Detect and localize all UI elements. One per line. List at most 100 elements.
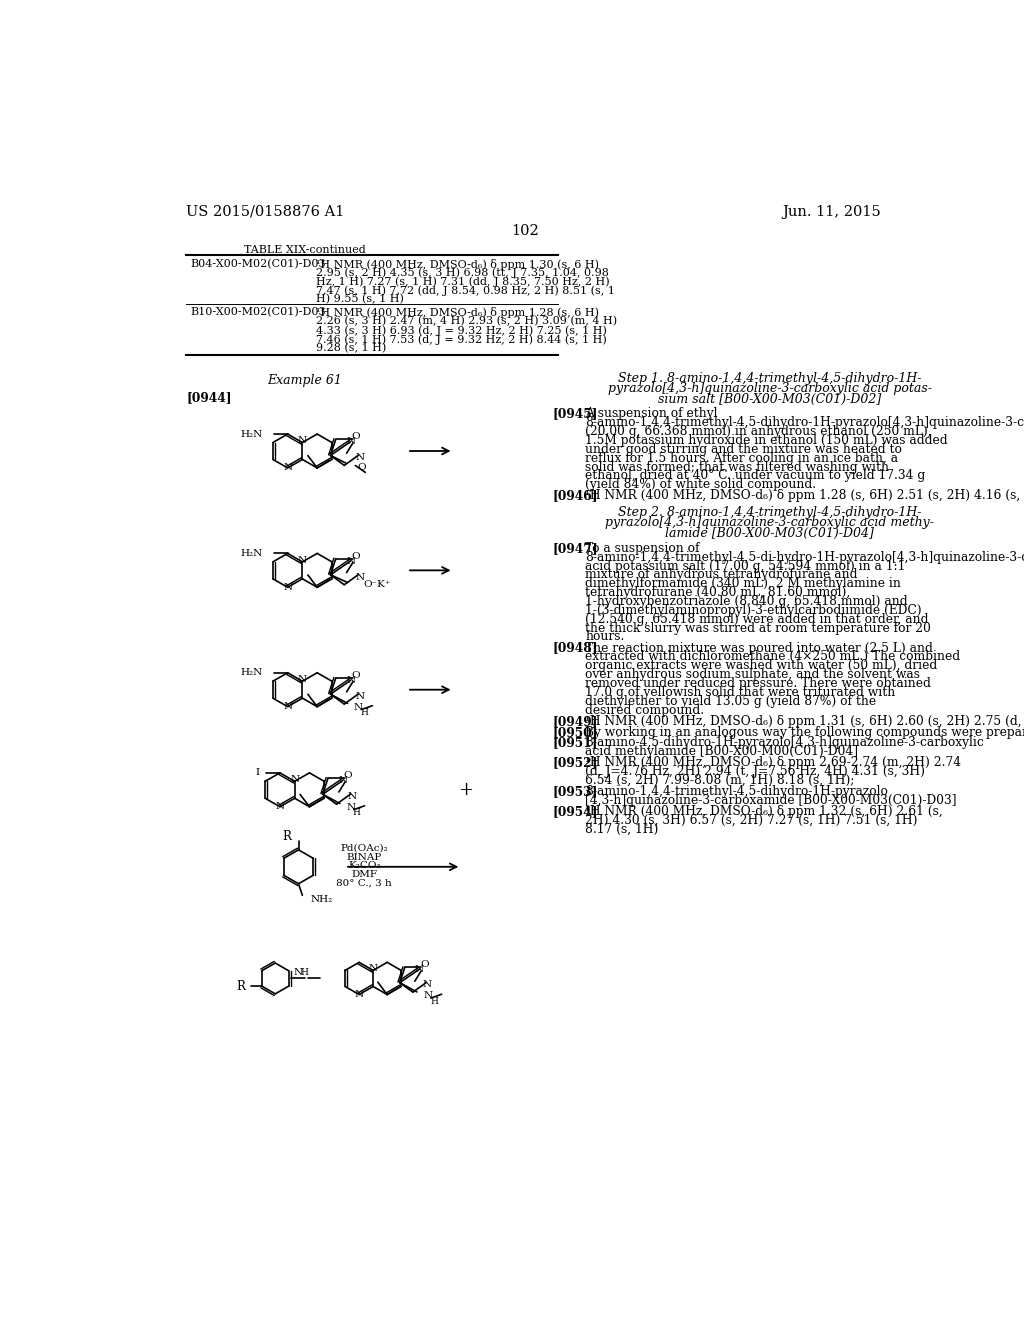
Text: (d, J=4.76 Hz, 2H) 2.94 (t, J=7.56 Hz, 4H) 4.31 (s, 3H): (d, J=4.76 Hz, 2H) 2.94 (t, J=7.56 Hz, 4… xyxy=(586,766,926,779)
Text: 4.33 (s, 3 H) 6.93 (d, J = 9.32 Hz, 2 H) 7.25 (s, 1 H): 4.33 (s, 3 H) 6.93 (d, J = 9.32 Hz, 2 H)… xyxy=(315,325,606,335)
Text: diethylether to yield 13.05 g (yield 87%) of the: diethylether to yield 13.05 g (yield 87%… xyxy=(586,694,877,708)
Text: 8-amino-1,4,4-trimethyl-4,5-dihydro-1H-pyrazolo[4,3-h]quinazoline-3-carboxylate: 8-amino-1,4,4-trimethyl-4,5-dihydro-1H-p… xyxy=(586,416,1024,429)
Text: mixture of anhydrous tetrahydrofurane and: mixture of anhydrous tetrahydrofurane an… xyxy=(586,569,858,581)
Text: N: N xyxy=(423,981,432,990)
Text: ¹H NMR (400 MHz, DMSO-d₆) δ ppm 1.31 (s, 6H) 2.60 (s, 2H) 2.75 (d, J=4.76 Hz, 3H: ¹H NMR (400 MHz, DMSO-d₆) δ ppm 1.31 (s,… xyxy=(586,714,1024,727)
Text: under good stirring and the mixture was heated to: under good stirring and the mixture was … xyxy=(586,444,902,455)
Text: ethanol, dried at 40° C. under vacuum to yield 17.34 g: ethanol, dried at 40° C. under vacuum to… xyxy=(586,470,926,483)
Text: N: N xyxy=(298,676,307,684)
Text: lamide [B00-X00-M03(C01)-D04]: lamide [B00-X00-M03(C01)-D04] xyxy=(666,527,874,540)
Text: (12.540 g, 65.418 mmol) were added in that order, and: (12.540 g, 65.418 mmol) were added in th… xyxy=(586,612,929,626)
Text: 8-amino-1,4,4-trimethyl-4,5-dihydro-1H-pyrazolo: 8-amino-1,4,4-trimethyl-4,5-dihydro-1H-p… xyxy=(586,785,888,799)
Text: [0944]: [0944] xyxy=(186,391,231,404)
Text: N: N xyxy=(354,702,362,711)
Text: N: N xyxy=(275,803,285,812)
Text: BINAP: BINAP xyxy=(347,853,382,862)
Text: Hz, 1 H) 7.27 (s, 1 H) 7.31 (dd, J 8.35, 7.50 Hz, 2 H): Hz, 1 H) 7.27 (s, 1 H) 7.31 (dd, J 8.35,… xyxy=(315,276,609,286)
Text: Step 2. 8-amino-1,4,4-trimethyl-4,5-dihydro-1H-: Step 2. 8-amino-1,4,4-trimethyl-4,5-dihy… xyxy=(617,506,922,519)
Text: N: N xyxy=(347,676,355,685)
Text: I: I xyxy=(256,768,260,777)
Text: 80° C., 3 h: 80° C., 3 h xyxy=(337,879,392,888)
Text: Pd(OAc)₂: Pd(OAc)₂ xyxy=(341,843,388,853)
Text: Example 61: Example 61 xyxy=(267,374,342,387)
Text: [0954]: [0954] xyxy=(553,805,598,818)
Text: ¹H NMR (400 MHz, DMSO-d₆) δ ppm 1.28 (s, 6H) 2.51 (s, 2H) 4.16 (s, 3H) 6.37 (s, : ¹H NMR (400 MHz, DMSO-d₆) δ ppm 1.28 (s,… xyxy=(586,490,1024,503)
Text: removed under reduced pressure. There were obtained: removed under reduced pressure. There we… xyxy=(586,677,931,690)
Text: R: R xyxy=(282,829,291,842)
Text: N: N xyxy=(298,437,307,445)
Text: N: N xyxy=(355,453,365,462)
Text: acid methylamide [B00-X00-M00(C01)-D04]: acid methylamide [B00-X00-M00(C01)-D04] xyxy=(586,744,858,758)
Text: desired compound.: desired compound. xyxy=(586,704,705,717)
Text: [0953]: [0953] xyxy=(553,785,598,799)
Text: H) 9.55 (s, 1 H): H) 9.55 (s, 1 H) xyxy=(315,294,403,305)
Text: 8-amino-1,4,4-trimethyl-4,5-di-hydro-1H-pyrazolo[4,3-h]quinazoline-3-carboxylic: 8-amino-1,4,4-trimethyl-4,5-di-hydro-1H-… xyxy=(586,550,1024,564)
Text: N: N xyxy=(347,437,355,446)
Text: acid potassium salt (17.00 g, 54.594 mmol) in a 1:1: acid potassium salt (17.00 g, 54.594 mmo… xyxy=(586,560,905,573)
Text: N: N xyxy=(283,583,292,591)
Text: The reaction mixture was poured into water (2.5 L) and: The reaction mixture was poured into wat… xyxy=(586,642,933,655)
Text: tetrahydrofurane (40.80 mL, 81.60 mmol),: tetrahydrofurane (40.80 mL, 81.60 mmol), xyxy=(586,586,851,599)
Text: N: N xyxy=(298,556,307,565)
Text: N: N xyxy=(346,803,355,812)
Text: pyrazolo[4,3-h]quinazoline-3-carboxylic acid methy-: pyrazolo[4,3-h]quinazoline-3-carboxylic … xyxy=(605,516,934,529)
Text: [0950]: [0950] xyxy=(553,726,598,739)
Text: [0949]: [0949] xyxy=(553,714,598,727)
Text: H: H xyxy=(301,968,308,977)
Text: A suspension of ethyl: A suspension of ethyl xyxy=(586,408,718,421)
Text: [0948]: [0948] xyxy=(553,642,598,655)
Text: N: N xyxy=(347,557,355,565)
Text: US 2015/0158876 A1: US 2015/0158876 A1 xyxy=(186,205,344,219)
Text: N: N xyxy=(355,692,365,701)
Text: solid was formed; that was filtered washing with: solid was formed; that was filtered wash… xyxy=(586,461,889,474)
Text: organic extracts were washed with water (50 mL), dried: organic extracts were washed with water … xyxy=(586,659,938,672)
Text: ¹H NMR (400 MHz, DMSO-d₆) δ ppm 2.69-2.74 (m, 2H) 2.74: ¹H NMR (400 MHz, DMSO-d₆) δ ppm 2.69-2.7… xyxy=(586,756,962,770)
Text: To a suspension of: To a suspension of xyxy=(586,543,699,554)
Text: Step 1. 8-amino-1,4,4-trimethyl-4,5-dihydro-1H-: Step 1. 8-amino-1,4,4-trimethyl-4,5-dihy… xyxy=(617,372,922,384)
Text: pyrazolo[4,3-h]quinazoline-3-carboxylic acid potas-: pyrazolo[4,3-h]quinazoline-3-carboxylic … xyxy=(607,381,932,395)
Text: O⁻K⁺: O⁻K⁺ xyxy=(364,581,390,589)
Text: N: N xyxy=(423,991,432,1001)
Text: R: R xyxy=(236,979,245,993)
Text: N: N xyxy=(339,776,348,785)
Text: By working in an analogous way the following compounds were prepared:: By working in an analogous way the follo… xyxy=(586,726,1024,739)
Text: DMF: DMF xyxy=(351,870,378,879)
Text: ¹H NMR (400 MHz, DMSO-d₆) δ ppm 1.30 (s, 6 H): ¹H NMR (400 MHz, DMSO-d₆) δ ppm 1.30 (s,… xyxy=(315,259,599,269)
Text: 102: 102 xyxy=(511,224,539,238)
Text: (20.00 g, 66.368 mmol) in anhydrous ethanol (250 mL),: (20.00 g, 66.368 mmol) in anhydrous etha… xyxy=(586,425,932,438)
Text: 1-(3-dimethylaminopropyl)-3-ethylcarbodiimide (EDC): 1-(3-dimethylaminopropyl)-3-ethylcarbodi… xyxy=(586,603,922,616)
Text: N: N xyxy=(290,775,299,784)
Text: reflux for 1.5 hours. After cooling in an ice bath, a: reflux for 1.5 hours. After cooling in a… xyxy=(586,451,898,465)
Text: N: N xyxy=(369,965,378,973)
Text: H: H xyxy=(353,808,360,817)
Text: N: N xyxy=(347,792,356,801)
Text: H₂N: H₂N xyxy=(241,429,263,438)
Text: 7.47 (s, 1 H) 7.72 (dd, J 8.54, 0.98 Hz, 2 H) 8.51 (s, 1: 7.47 (s, 1 H) 7.72 (dd, J 8.54, 0.98 Hz,… xyxy=(315,285,614,296)
Text: 9.28 (s, 1 H): 9.28 (s, 1 H) xyxy=(315,343,386,354)
Text: over anhydrous sodium sulphate, and the solvent was: over anhydrous sodium sulphate, and the … xyxy=(586,668,921,681)
Text: Jun. 11, 2015: Jun. 11, 2015 xyxy=(782,205,882,219)
Text: NH₂: NH₂ xyxy=(310,895,333,904)
Text: O: O xyxy=(357,462,366,471)
Text: N: N xyxy=(355,573,365,582)
Text: O: O xyxy=(351,433,359,441)
Text: [0952]: [0952] xyxy=(553,756,598,770)
Text: N: N xyxy=(354,990,364,999)
Text: N: N xyxy=(415,965,424,974)
Text: H: H xyxy=(360,708,369,717)
Text: dimethylformamide (340 mL), 2 M methylamine in: dimethylformamide (340 mL), 2 M methylam… xyxy=(586,577,901,590)
Text: [0951]: [0951] xyxy=(553,737,598,750)
Text: 2.26 (s, 3 H) 2.47 (m, 4 H) 2.93 (s, 2 H) 3.09 (m, 4 H): 2.26 (s, 3 H) 2.47 (m, 4 H) 2.93 (s, 2 H… xyxy=(315,317,616,326)
Text: 2.95 (s, 2 H) 4.35 (s, 3 H) 6.98 (tt, J 7.35, 1.04, 0.98: 2.95 (s, 2 H) 4.35 (s, 3 H) 6.98 (tt, J … xyxy=(315,268,608,279)
Text: 8-amino-4,5-dihydro-1H-pyrazolo[4,3-h]quinazoline-3-carboxylic: 8-amino-4,5-dihydro-1H-pyrazolo[4,3-h]qu… xyxy=(586,737,984,750)
Text: ¹H NMR (400 MHz, DMSO-d₆) δ ppm 1.28 (s, 6 H): ¹H NMR (400 MHz, DMSO-d₆) δ ppm 1.28 (s,… xyxy=(315,308,599,318)
Text: 8.17 (s, 1H): 8.17 (s, 1H) xyxy=(586,822,658,836)
Text: [4,3-h]quinazoline-3-carboxamide [B00-X00-M03(C01)-D03]: [4,3-h]quinazoline-3-carboxamide [B00-X0… xyxy=(586,795,956,807)
Text: 2H) 4.30 (s, 3H) 6.57 (s, 2H) 7.27 (s, 1H) 7.51 (s, 1H): 2H) 4.30 (s, 3H) 6.57 (s, 2H) 7.27 (s, 1… xyxy=(586,814,918,828)
Text: extracted with dichloromethane (4×250 mL.) The combined: extracted with dichloromethane (4×250 mL… xyxy=(586,651,961,664)
Text: N: N xyxy=(294,968,303,977)
Text: ¹H NMR (400 MHz, DMSO-d₆) δ ppm 1.32 (s, 6H) 2.61 (s,: ¹H NMR (400 MHz, DMSO-d₆) δ ppm 1.32 (s,… xyxy=(586,805,943,818)
Text: 6.54 (s, 2H) 7.99-8.08 (m, 1H) 8.18 (s, 1H);: 6.54 (s, 2H) 7.99-8.08 (m, 1H) 8.18 (s, … xyxy=(586,774,855,787)
Text: 17.0 g of yellowish solid that were triturated with: 17.0 g of yellowish solid that were trit… xyxy=(586,686,896,698)
Text: [0945]: [0945] xyxy=(553,408,598,421)
